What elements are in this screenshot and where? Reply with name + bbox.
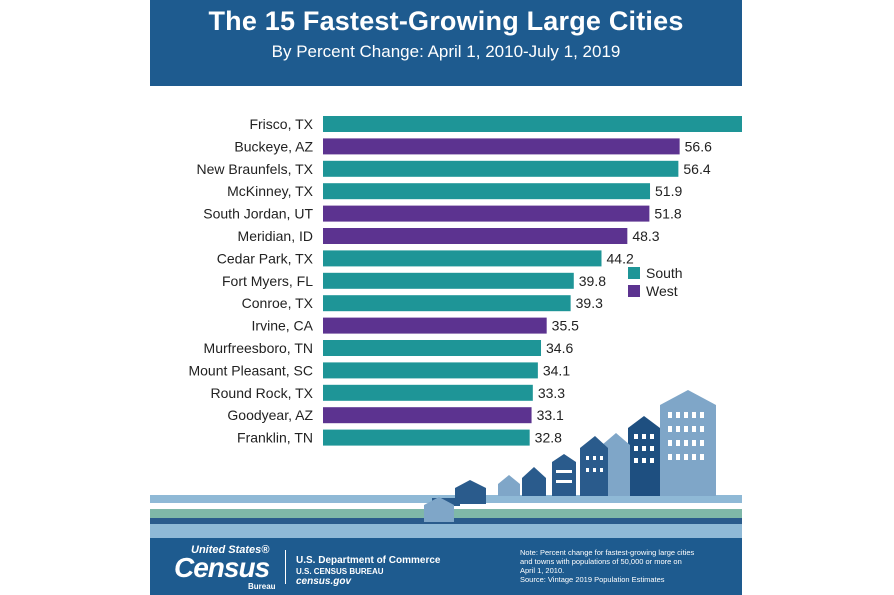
value-label: 34.6 <box>546 340 573 356</box>
note-line: Note: Percent change for fastest-growing… <box>520 548 695 557</box>
category-label: Franklin, TN <box>237 430 313 446</box>
category-label: Irvine, CA <box>252 318 314 334</box>
category-label: Meridian, ID <box>238 228 313 244</box>
bar <box>323 340 542 356</box>
page-title: The 15 Fastest-Growing Large Cities <box>208 6 684 36</box>
bar <box>323 228 628 244</box>
legend-label: South <box>646 265 683 281</box>
value-label: 35.5 <box>552 318 579 334</box>
category-label: McKinney, TX <box>227 183 314 199</box>
page-subtitle: By Percent Change: April 1, 2010-July 1,… <box>271 42 621 61</box>
bar <box>323 272 574 289</box>
value-label: 51.9 <box>655 183 682 199</box>
category-label: Mount Pleasant, SC <box>188 362 313 378</box>
category-label: Murfreesboro, TN <box>204 340 313 356</box>
value-label: 33.3 <box>538 385 565 401</box>
legend-swatch <box>628 267 640 279</box>
footer-banner: United States® Census Bureau U.S. Depart… <box>150 538 742 595</box>
category-label: New Braunfels, TX <box>197 161 314 177</box>
chart-legend: South West <box>628 265 683 299</box>
source-note: Note: Percent change for fastest-growing… <box>520 548 735 584</box>
department-name: U.S. Department of Commerce <box>296 555 441 566</box>
value-label: 39.8 <box>579 273 606 289</box>
website-link[interactable]: census.gov <box>296 576 352 587</box>
bar <box>323 250 602 267</box>
bar <box>323 116 742 132</box>
bar <box>323 138 680 155</box>
logo-bureau: Bureau <box>248 582 276 591</box>
legend-label: West <box>646 283 678 299</box>
category-label: Fort Myers, FL <box>222 273 313 289</box>
bar <box>323 429 530 446</box>
value-label: 56.6 <box>685 138 712 154</box>
value-label: 56.4 <box>683 161 710 177</box>
category-label: South Jordan, UT <box>203 206 313 222</box>
logo-census-wordmark: Census <box>174 552 270 583</box>
infographic-card: The 15 Fastest-Growing Large Cities By P… <box>150 0 742 595</box>
value-label: 51.8 <box>654 206 681 222</box>
bar <box>323 205 650 222</box>
value-label: 48.3 <box>632 228 659 244</box>
bar <box>323 407 532 424</box>
legend-swatch <box>628 285 640 297</box>
note-line: and towns with populations of 50,000 or … <box>520 557 682 566</box>
bar <box>323 362 538 379</box>
value-label: 39.3 <box>576 295 603 311</box>
note-line: Source: Vintage 2019 Population Estimate… <box>520 575 665 584</box>
bar <box>323 384 533 401</box>
category-label: Goodyear, AZ <box>227 407 313 423</box>
bar <box>323 160 679 177</box>
bar <box>323 183 651 200</box>
category-label: Round Rock, TX <box>211 385 314 401</box>
header-banner: The 15 Fastest-Growing Large Cities By P… <box>150 0 742 86</box>
category-label: Conroe, TX <box>242 295 314 311</box>
value-label: 33.1 <box>537 407 564 423</box>
city-skyline-illustration <box>150 390 742 538</box>
note-line: April 1, 2010. <box>520 566 565 575</box>
value-label: 32.8 <box>535 430 562 446</box>
footer-divider <box>285 550 286 584</box>
logo-united-states: United States® <box>191 544 270 556</box>
value-label: 34.1 <box>543 362 570 378</box>
category-label: Buckeye, AZ <box>234 138 313 154</box>
bar <box>323 317 547 334</box>
bar <box>323 295 571 312</box>
category-label: Cedar Park, TX <box>217 250 314 266</box>
bureau-name: U.S. CENSUS BUREAU <box>296 567 384 576</box>
category-label: Frisco, TX <box>249 116 313 132</box>
value-label: 44.2 <box>607 250 634 266</box>
